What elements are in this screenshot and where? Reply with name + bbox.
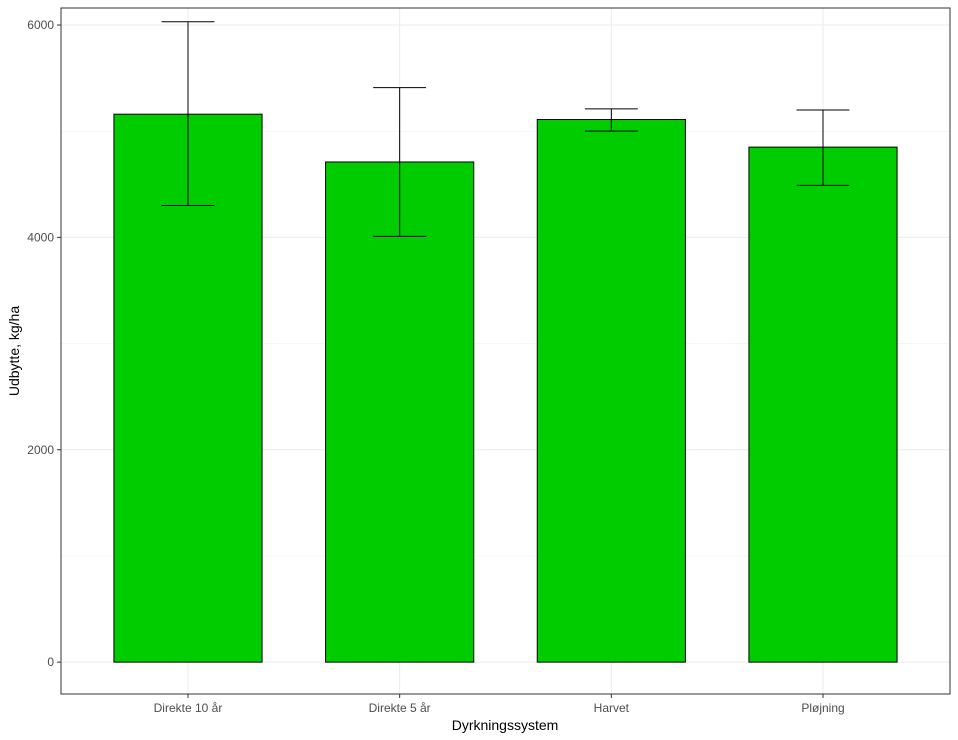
- x-axis-title: Dyrkningssystem: [452, 717, 559, 733]
- y-tick-label: 0: [47, 655, 54, 669]
- error-bar: [161, 21, 215, 207]
- y-tick-label: 2000: [27, 443, 54, 457]
- error-bar: [584, 108, 638, 132]
- bar: [748, 146, 898, 663]
- error-bars: [161, 21, 850, 237]
- x-axis: Direkte 10 år Direkte 5 år Harvet Pløjning: [154, 694, 845, 715]
- y-tick-label: 6000: [27, 18, 54, 32]
- error-bar: [373, 87, 427, 237]
- panel-border: [60, 7, 951, 695]
- bar: [536, 119, 686, 663]
- bar: [325, 161, 475, 663]
- bars: [113, 113, 898, 663]
- x-tick-label: Pløjning: [801, 701, 844, 715]
- x-tick-label: Harvet: [594, 701, 630, 715]
- x-tick-label: Direkte 10 år: [154, 701, 223, 715]
- y-tick-label: 4000: [27, 230, 54, 244]
- error-bar: [796, 109, 850, 186]
- y-axis: 0 2000 4000 6000: [27, 18, 61, 669]
- x-tick-label: Direkte 5 år: [369, 701, 431, 715]
- y-axis-title: Udbytte, kg/ha: [6, 306, 22, 396]
